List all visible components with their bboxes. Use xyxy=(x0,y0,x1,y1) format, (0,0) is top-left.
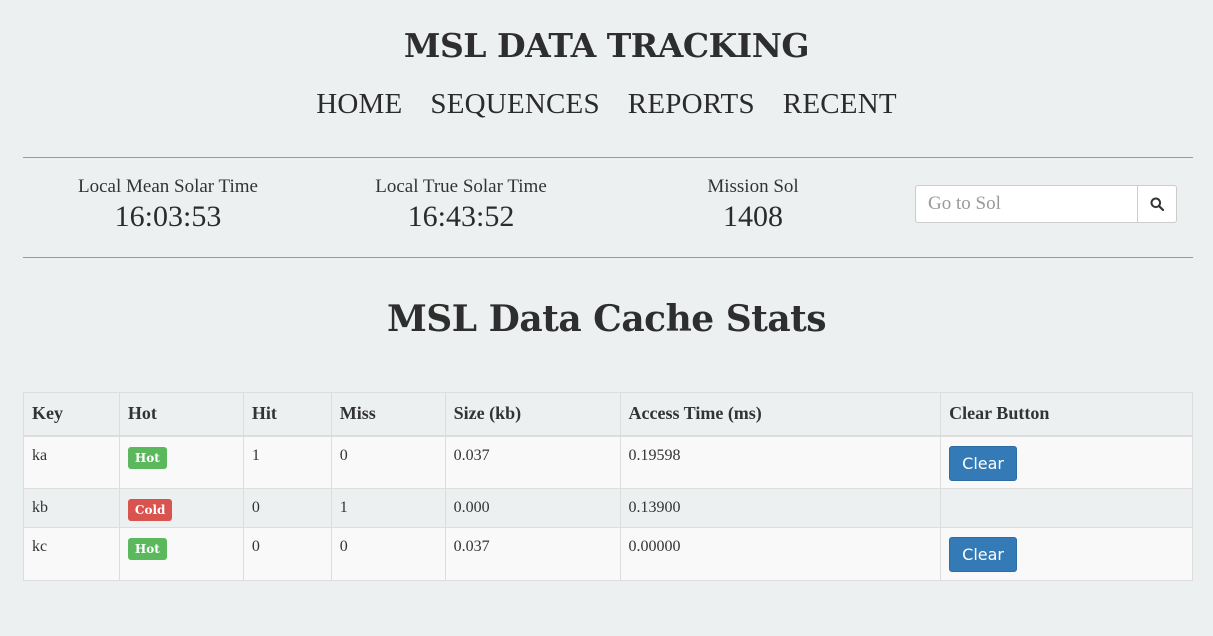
cell-key: kb xyxy=(23,488,120,528)
clock-ltst-value: 16:43:52 xyxy=(407,200,515,233)
clock-ltst: Local True Solar Time 16:43:52 xyxy=(331,176,591,234)
cell-size: 0.000 xyxy=(444,488,621,528)
nav-recent[interactable]: RECENT xyxy=(782,88,897,120)
sol-search-button[interactable] xyxy=(1137,185,1177,223)
table-row: ka Hot 1 0 0.037 0.19598 Clear xyxy=(23,435,1193,489)
cell-miss: 1 xyxy=(330,488,446,528)
table-row: kb Cold 0 1 0.000 0.13900 xyxy=(23,488,1193,528)
section-title: MSL Data Cache Stats xyxy=(386,298,827,340)
cell-key: kc xyxy=(23,527,120,581)
cell-access-time: 0.13900 xyxy=(619,488,942,528)
nav-sequences[interactable]: SEQUENCES xyxy=(430,88,600,120)
cell-hot: Hot xyxy=(118,527,244,581)
site-title: MSL DATA TRACKING xyxy=(403,26,810,65)
cell-key: ka xyxy=(23,435,120,489)
divider-bottom xyxy=(23,257,1193,258)
table-row: kc Hot 0 0 0.037 0.00000 Clear xyxy=(23,527,1193,581)
cache-stats-table: Key Hot Hit Miss Size (kb) Access Time (… xyxy=(23,392,1193,581)
clock-sol-value: 1408 xyxy=(723,200,783,233)
header-key: Key xyxy=(23,392,120,437)
cell-hit: 0 xyxy=(242,488,332,528)
cell-miss: 0 xyxy=(330,435,446,489)
header-hit: Hit xyxy=(242,392,332,437)
header-size: Size (kb) xyxy=(444,392,621,437)
cell-access-time: 0.19598 xyxy=(619,435,942,489)
divider-top xyxy=(23,157,1193,158)
header-access-time: Access Time (ms) xyxy=(619,392,942,437)
sol-search xyxy=(915,185,1177,223)
cell-miss: 0 xyxy=(330,527,446,581)
clock-ltst-label: Local True Solar Time xyxy=(375,176,547,197)
header-hot: Hot xyxy=(118,392,244,437)
cell-size: 0.037 xyxy=(444,435,621,489)
nav-reports[interactable]: REPORTS xyxy=(627,88,755,120)
header-clear-button: Clear Button xyxy=(940,392,1193,437)
cell-clear: Clear xyxy=(940,527,1193,581)
cell-hit: 0 xyxy=(242,527,332,581)
clock-lmst-value: 16:03:53 xyxy=(114,200,222,233)
nav-home[interactable]: HOME xyxy=(316,88,403,120)
status-badge: Cold xyxy=(127,499,173,521)
status-badge: Hot xyxy=(127,538,167,560)
cell-hit: 1 xyxy=(242,435,332,489)
search-icon xyxy=(1150,197,1164,211)
main-nav: HOME SEQUENCES REPORTS RECENT xyxy=(0,88,1213,121)
cell-access-time: 0.00000 xyxy=(619,527,942,581)
cell-size: 0.037 xyxy=(444,527,621,581)
cell-clear xyxy=(940,488,1193,528)
clock-sol-label: Mission Sol xyxy=(707,176,799,197)
status-badge: Hot xyxy=(127,446,167,469)
clear-button[interactable]: Clear xyxy=(949,537,1017,572)
table-header-row: Key Hot Hit Miss Size (kb) Access Time (… xyxy=(23,392,1193,437)
clock-lmst-label: Local Mean Solar Time xyxy=(78,176,258,197)
cell-clear: Clear xyxy=(940,435,1193,489)
sol-search-input[interactable] xyxy=(915,185,1137,223)
header-miss: Miss xyxy=(330,392,446,437)
clock-lmst: Local Mean Solar Time 16:03:53 xyxy=(38,176,298,234)
cell-hot: Hot xyxy=(118,435,244,489)
clock-sol: Mission Sol 1408 xyxy=(623,176,883,234)
clear-button[interactable]: Clear xyxy=(949,445,1017,481)
cell-hot: Cold xyxy=(118,488,244,528)
